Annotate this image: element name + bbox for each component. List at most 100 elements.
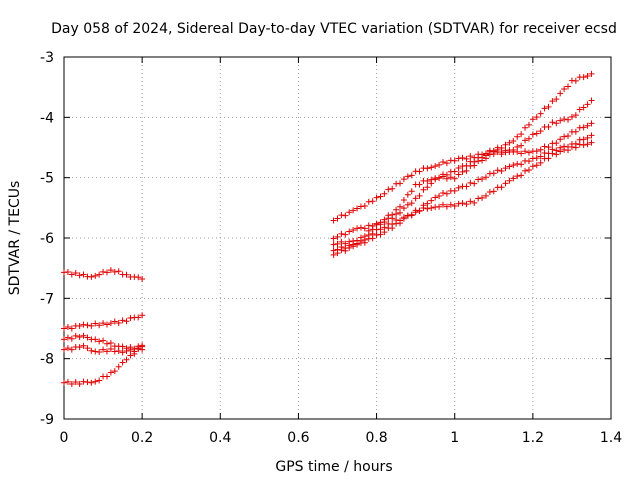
data-point — [96, 348, 103, 355]
data-point — [443, 190, 450, 197]
data-point — [334, 240, 341, 247]
data-point — [420, 202, 427, 209]
data-point — [377, 231, 384, 238]
data-point — [502, 165, 509, 172]
data-point — [127, 315, 134, 322]
data-point — [553, 120, 560, 127]
data-point — [572, 112, 579, 119]
data-point — [68, 325, 75, 332]
data-point — [408, 200, 415, 207]
data-point — [330, 235, 337, 242]
data-point — [490, 147, 497, 154]
data-point — [338, 243, 345, 250]
data-point — [123, 318, 130, 325]
data-point — [123, 356, 130, 363]
data-point — [354, 225, 361, 232]
data-point — [123, 347, 130, 354]
data-point — [103, 321, 110, 328]
data-point — [381, 190, 388, 197]
data-point — [525, 135, 532, 142]
y-tick-label: -9 — [40, 412, 54, 428]
data-point — [127, 352, 134, 359]
data-point — [584, 134, 591, 141]
data-point — [103, 373, 110, 380]
data-point — [463, 167, 470, 174]
data-point — [400, 176, 407, 183]
data-point — [572, 77, 579, 84]
y-tick-label: -7 — [40, 291, 54, 307]
x-tick-label: 0.8 — [365, 430, 387, 446]
data-point — [588, 97, 595, 104]
data-point — [455, 171, 462, 178]
data-point — [455, 165, 462, 172]
data-point — [533, 130, 540, 137]
data-point — [439, 171, 446, 178]
data-point — [561, 86, 568, 93]
data-point — [84, 345, 91, 352]
data-point — [88, 347, 95, 354]
data-point — [506, 139, 513, 146]
data-point — [463, 201, 470, 208]
data-point — [64, 345, 71, 352]
y-tick-label: -5 — [40, 171, 54, 187]
data-point — [572, 128, 579, 135]
data-point — [84, 379, 91, 386]
data-point — [92, 320, 99, 327]
x-tick-label: 1 — [450, 430, 459, 446]
data-point — [479, 151, 486, 158]
data-point — [518, 142, 525, 149]
data-point — [510, 162, 517, 169]
data-point — [135, 314, 142, 321]
data-point — [455, 200, 462, 207]
data-point — [103, 340, 110, 347]
data-point — [420, 186, 427, 193]
series-s3 — [61, 120, 595, 352]
data-point — [139, 342, 146, 349]
data-point — [100, 320, 107, 327]
data-point — [96, 271, 103, 278]
data-point — [424, 184, 431, 191]
data-point — [533, 114, 540, 121]
data-point — [400, 197, 407, 204]
data-point — [103, 269, 110, 276]
data-point — [518, 131, 525, 138]
data-point — [80, 378, 87, 385]
data-point — [557, 144, 564, 151]
data-point — [61, 346, 67, 353]
series-s2 — [61, 132, 595, 332]
data-point — [533, 155, 540, 162]
data-point — [479, 194, 486, 201]
data-point — [443, 160, 450, 167]
data-point — [525, 167, 532, 174]
data-point — [459, 154, 466, 161]
data-point — [451, 187, 458, 194]
series-s4 — [61, 97, 595, 356]
data-point — [404, 191, 411, 198]
data-point — [455, 184, 462, 191]
data-point — [393, 217, 400, 224]
data-point — [404, 173, 411, 180]
data-point — [107, 267, 114, 274]
data-point — [76, 333, 83, 340]
data-point — [588, 139, 595, 146]
data-point — [88, 379, 95, 386]
data-point — [397, 203, 404, 210]
data-point — [139, 312, 146, 319]
data-point — [471, 154, 478, 161]
data-point — [439, 201, 446, 208]
data-point — [107, 339, 114, 346]
data-point — [361, 225, 368, 232]
data-point — [553, 140, 560, 147]
series-s1 — [61, 139, 595, 283]
data-point — [92, 336, 99, 343]
data-point — [346, 228, 353, 235]
data-point — [369, 198, 376, 205]
data-point — [522, 167, 529, 174]
data-point — [428, 180, 435, 187]
data-point — [389, 215, 396, 222]
data-point — [342, 231, 349, 238]
data-point — [439, 189, 446, 196]
data-point — [100, 337, 107, 344]
series-s5 — [61, 70, 595, 388]
data-point — [522, 137, 529, 144]
